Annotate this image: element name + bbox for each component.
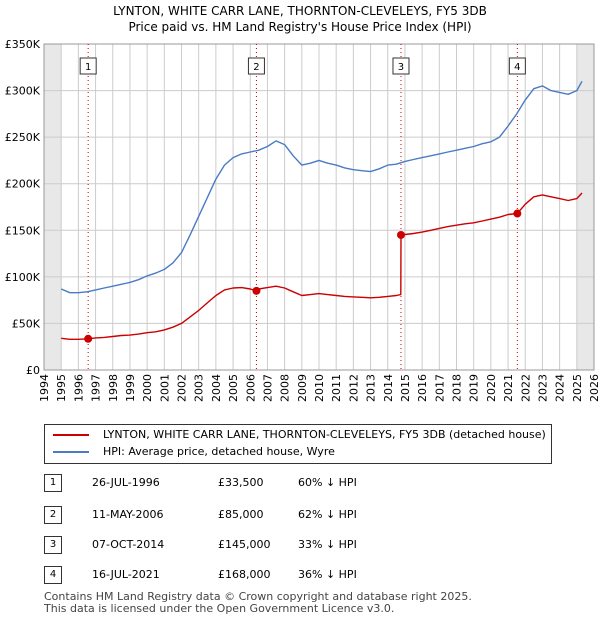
sale-marker-box — [392, 57, 410, 75]
sale-marker-box — [508, 57, 526, 75]
sale-point — [84, 334, 93, 343]
legend-swatch-property — [53, 434, 89, 436]
sale-marker-label: 1 — [85, 62, 91, 73]
sale-point — [252, 286, 261, 295]
y-tick-label: £300K — [5, 85, 41, 98]
x-tick-label: 2013 — [365, 374, 378, 402]
footer-copyright: Contains HM Land Registry data © Crown c… — [44, 590, 472, 603]
legend-item-hpi: HPI: Average price, detached house, Wyre — [53, 444, 335, 460]
x-tick-label: 2020 — [485, 374, 498, 402]
x-tick-label: 1997 — [90, 374, 103, 402]
sale-date: 16-JUL-2021 — [92, 568, 160, 581]
x-tick-label: 2019 — [468, 374, 481, 402]
price-chart: £0 £50K £100K £150K £200K £250K £300K £350K 1994… — [5, 38, 600, 402]
x-tick-label: 2012 — [347, 374, 360, 402]
x-tick-label: 2021 — [502, 374, 515, 402]
y-tick-label: £150K — [5, 224, 41, 237]
chart-title-line2: Price paid vs. HM Land Registry's House … — [128, 20, 472, 34]
sale-hpi-diff: 62% ↓ HPI — [298, 508, 357, 521]
sale-marker-label: 3 — [398, 62, 404, 73]
y-tick-label: £350K — [5, 38, 41, 51]
sale-date: 11-MAY-2006 — [92, 508, 164, 521]
x-tick-label: 2022 — [519, 374, 532, 402]
x-tick-label: 1999 — [124, 374, 137, 402]
hpi-line — [60, 80, 583, 294]
x-tick-label: 2024 — [554, 374, 567, 402]
sale-number-badge: 2 — [44, 506, 62, 524]
sale-date: 07-OCT-2014 — [92, 538, 165, 551]
chart-title-line1: LYNTON, WHITE CARR LANE, THORNTON-CLEVEL… — [113, 4, 487, 18]
x-tick-label: 2001 — [158, 374, 171, 402]
x-tick-label: 1996 — [72, 374, 85, 402]
x-tick-label: 2010 — [313, 374, 326, 402]
x-tick-label: 2023 — [536, 374, 549, 402]
sale-point — [513, 209, 522, 218]
sale-date: 26-JUL-1996 — [92, 476, 160, 489]
x-tick-label: 1995 — [55, 374, 68, 402]
sale-number-badge: 3 — [44, 536, 62, 554]
shaded-region — [576, 44, 594, 370]
footer-license: This data is licensed under the Open Gov… — [44, 602, 395, 615]
x-tick-label: 2005 — [227, 374, 240, 402]
sale-price: £85,000 — [218, 508, 264, 521]
x-tick-label: 2026 — [588, 374, 600, 402]
legend-label-hpi: HPI: Average price, detached house, Wyre — [103, 445, 335, 458]
y-tick-label: £250K — [5, 131, 41, 144]
sale-number-badge: 4 — [44, 566, 62, 584]
x-tick-label: 2016 — [416, 374, 429, 402]
legend-item-property: LYNTON, WHITE CARR LANE, THORNTON-CLEVEL… — [53, 427, 546, 443]
x-tick-label: 2014 — [382, 374, 395, 402]
x-tick-label: 2011 — [330, 374, 343, 402]
sale-point — [396, 230, 405, 239]
x-tick-label: 1998 — [107, 374, 120, 402]
y-tick-label: £50K — [12, 317, 41, 330]
legend-label-property: LYNTON, WHITE CARR LANE, THORNTON-CLEVEL… — [103, 428, 546, 441]
chart-legend: LYNTON, WHITE CARR LANE, THORNTON-CLEVEL… — [44, 424, 552, 464]
sale-marker-label: 2 — [253, 62, 259, 73]
sale-hpi-diff: 36% ↓ HPI — [298, 568, 357, 581]
y-tick-label: £100K — [5, 271, 41, 284]
x-tick-label: 2025 — [571, 374, 584, 402]
property-price-line — [61, 192, 583, 340]
x-tick-label: 2009 — [296, 374, 309, 402]
x-tick-label: 2015 — [399, 374, 412, 402]
x-tick-label: 2004 — [210, 374, 223, 402]
sale-marker-label: 4 — [514, 62, 520, 73]
sale-marker-box — [79, 57, 97, 75]
plot-frame — [43, 43, 595, 371]
sale-hpi-diff: 33% ↓ HPI — [298, 538, 357, 551]
y-tick-label: £200K — [5, 178, 41, 191]
x-tick-label: 2018 — [451, 374, 464, 402]
sale-hpi-diff: 60% ↓ HPI — [298, 476, 357, 489]
x-tick-label: 2008 — [279, 374, 292, 402]
legend-swatch-hpi — [53, 451, 89, 453]
x-tick-label: 2006 — [244, 374, 257, 402]
y-tick-label: £0 — [26, 364, 40, 377]
x-tick-label: 2002 — [176, 374, 189, 402]
sale-marker-box — [247, 57, 265, 75]
sale-price: £145,000 — [218, 538, 271, 551]
sale-price: £33,500 — [218, 476, 264, 489]
x-tick-label: 2007 — [261, 374, 274, 402]
x-tick-label: 2003 — [193, 374, 206, 402]
sale-price: £168,000 — [218, 568, 271, 581]
x-tick-label: 2017 — [433, 374, 446, 402]
shaded-region — [44, 44, 62, 370]
sale-number-badge: 1 — [44, 474, 62, 492]
x-tick-label: 1994 — [38, 374, 51, 402]
x-tick-label: 2000 — [141, 374, 154, 402]
